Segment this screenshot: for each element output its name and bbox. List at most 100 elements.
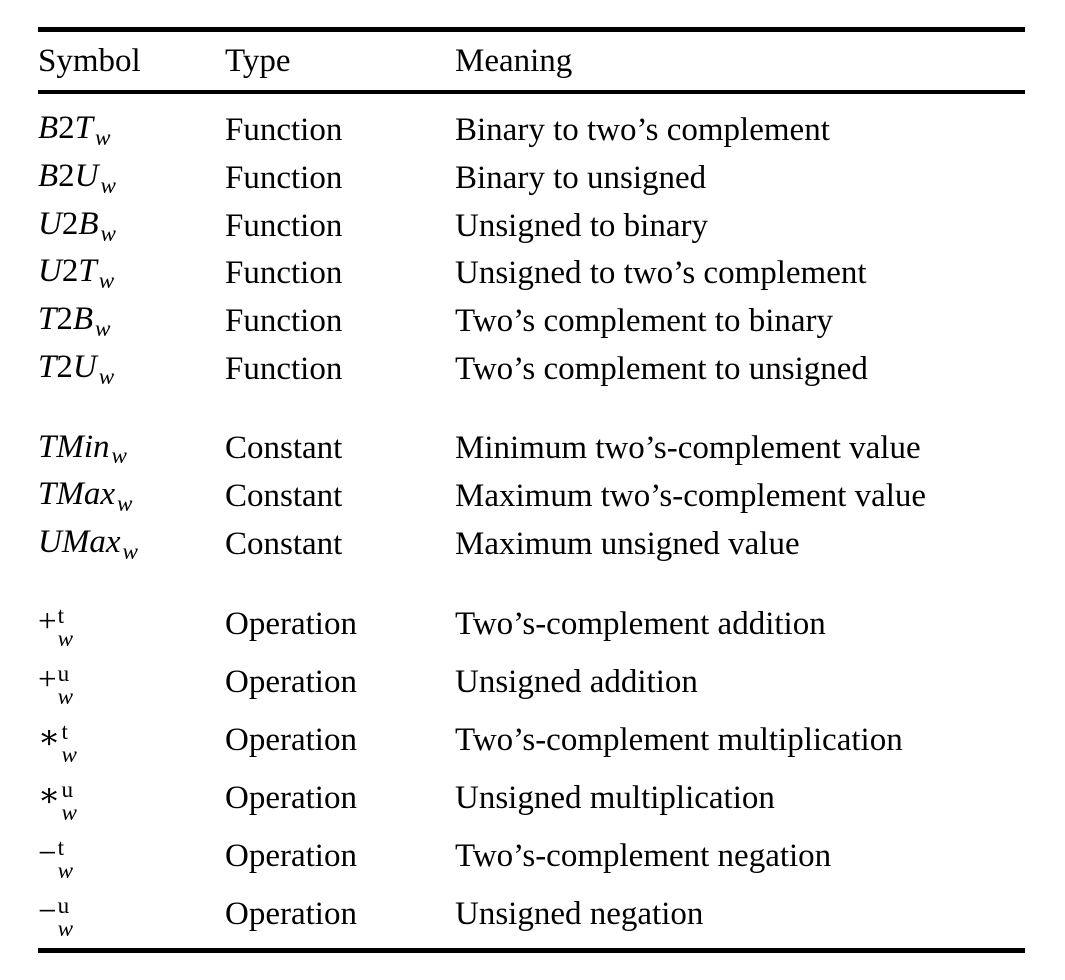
symbol-subscript: w <box>61 741 77 768</box>
meaning-cell: Unsigned to two’s complement <box>455 255 867 292</box>
symbol-char: U <box>38 523 62 560</box>
column-header-symbol: Symbol <box>38 42 141 79</box>
symbol-cell: T2Uw <box>38 349 225 390</box>
symbol-char: a <box>89 523 106 560</box>
symbol-char: B <box>38 158 59 195</box>
table-row: TMinw Constant Minimum two’s-complement … <box>38 425 1025 473</box>
symbol-char: 2 <box>56 301 73 338</box>
symbol-subscript: w <box>57 625 74 652</box>
table-row: T2Uw Function Two’s complement to unsign… <box>38 345 1025 393</box>
type-cell: Constant <box>225 525 343 562</box>
symbol-cell: ∗ t w <box>38 717 225 766</box>
meaning-cell: Two’s complement to binary <box>455 303 834 340</box>
symbol-cell: UMaxw <box>38 524 225 565</box>
symbol-char: 2 <box>56 348 73 385</box>
symbol-subscript: w <box>57 857 74 884</box>
symbol-subscript: w <box>100 219 116 246</box>
type-cell: Operation <box>225 721 357 758</box>
symbol-char: B <box>72 301 94 338</box>
symbol-superscript: t <box>57 602 65 629</box>
meaning-cell: Two’s-complement negation <box>455 837 832 874</box>
symbol-base: TMin <box>38 429 110 465</box>
table-row: + t w Operation Two’s-complement addition <box>38 595 1025 653</box>
type-cell: Function <box>225 160 343 197</box>
meaning-cell: Unsigned addition <box>455 663 698 700</box>
symbol-subscript: w <box>111 442 127 469</box>
type-cell: Function <box>225 303 343 340</box>
column-header-meaning: Meaning <box>455 42 573 79</box>
operator-sign: ∗ <box>38 719 61 756</box>
symbol-char: B <box>78 205 99 242</box>
symbol-cell: T2Bw <box>38 301 225 342</box>
symbol-subscript: w <box>98 362 115 389</box>
symbol-char: 2 <box>61 205 79 242</box>
symbol-subscript: w <box>122 537 138 564</box>
table-row: − t w Operation Two’s-complement negation <box>38 827 1025 885</box>
table-row: ∗ t w Operation Two’s-complement multiplic… <box>38 711 1025 769</box>
table-row: + u w Operation Unsigned addition <box>38 653 1025 711</box>
symbol-superscript: u <box>61 776 73 803</box>
symbol-subscript: w <box>100 171 116 198</box>
symbol-cell: B2Uw <box>38 158 225 199</box>
table-row: UMaxw Constant Maximum unsigned value <box>38 521 1025 569</box>
type-cell: Operation <box>225 779 357 816</box>
table-row: TMaxw Constant Maximum two’s-complement … <box>38 473 1025 521</box>
symbol-base: U2T <box>38 253 97 289</box>
meaning-cell: Minimum two’s-complement value <box>455 430 921 467</box>
operator-sign: + <box>38 603 57 640</box>
group-constants: TMinw Constant Minimum two’s-complement … <box>38 425 1025 568</box>
meaning-cell: Unsigned multiplication <box>455 779 775 816</box>
symbol-base: U2B <box>38 206 99 242</box>
table-row: U2Tw Function Unsigned to two’s compleme… <box>38 250 1025 298</box>
symbol-char: T <box>38 476 57 513</box>
meaning-cell: Two’s-complement addition <box>455 605 826 642</box>
symbol-cell: − u w <box>38 891 225 942</box>
symbol-char: M <box>56 428 84 465</box>
table-rule-bottom <box>38 948 1025 954</box>
table-row: B2Tw Function Binary to two’s complement <box>38 107 1025 155</box>
table-header-row: Symbol Type Meaning <box>38 32 1025 90</box>
group-operations: + t w Operation Two’s-complement addition … <box>38 595 1025 943</box>
symbol-cell: + t w <box>38 601 225 652</box>
type-cell: Operation <box>225 895 357 932</box>
meaning-cell: Binary to two’s complement <box>455 112 830 149</box>
symbol-char: U <box>72 348 97 385</box>
type-cell: Function <box>225 350 343 387</box>
type-cell: Constant <box>225 430 343 467</box>
symbol-subscript: w <box>57 683 74 710</box>
symbol-char: U <box>38 205 62 242</box>
symbol-base: UMax <box>38 524 121 560</box>
symbol-char: T <box>38 348 57 385</box>
symbol-superscript: t <box>61 718 68 745</box>
symbol-char: x <box>100 476 116 513</box>
group-functions: B2Tw Function Binary to two’s complement… <box>38 107 1025 393</box>
type-cell: Function <box>225 207 343 244</box>
symbol-char: x <box>105 523 121 560</box>
type-cell: Function <box>225 112 343 149</box>
symbol-subscript: w <box>61 799 77 826</box>
symbol-char: 2 <box>61 253 79 290</box>
type-cell: Constant <box>225 478 343 515</box>
symbol-char: U <box>74 158 99 195</box>
symbol-char: T <box>38 301 57 338</box>
table-row: ∗ u w Operation Unsigned multiplication <box>38 769 1025 827</box>
symbol-subscript: w <box>117 490 133 517</box>
meaning-cell: Maximum unsigned value <box>455 525 800 562</box>
type-cell: Function <box>225 255 343 292</box>
type-cell: Operation <box>225 663 357 700</box>
symbol-char: M <box>61 523 90 560</box>
symbol-char: U <box>38 253 62 290</box>
symbol-char: i <box>83 428 94 465</box>
symbol-cell: U2Bw <box>38 206 225 247</box>
symbol-base: TMax <box>38 476 115 512</box>
symbol-cell: TMinw <box>38 429 225 470</box>
symbol-subscript: w <box>98 267 115 294</box>
meaning-cell: Unsigned to binary <box>455 207 708 244</box>
symbol-subscript: w <box>57 915 74 942</box>
